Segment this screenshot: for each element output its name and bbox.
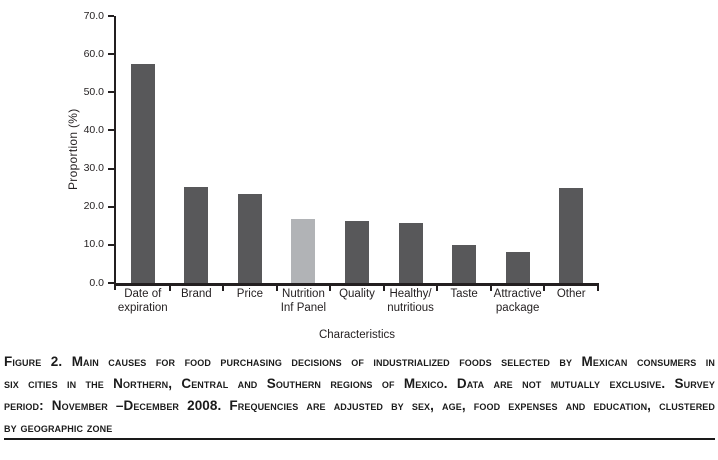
y-tick-label: 40.0 [83,123,104,136]
x-tick-mark [168,285,171,291]
x-tick-mark [597,285,599,291]
x-tick-mark [329,285,332,291]
y-tick-label: 30.0 [83,162,104,175]
y-tick-mark [107,243,114,246]
x-category-label: Price [236,288,263,300]
y-tick-mark [107,53,114,56]
caption-line-2: six cities in the Northern, Central and … [4,376,715,391]
x-tick-mark [543,285,546,291]
x-category-label: Healthy/ nutritious [387,288,434,314]
y-tick-label: 10.0 [83,238,104,251]
x-axis-line [113,283,599,286]
x-category-label: Date of expiration [117,288,168,314]
y-tick-mark [107,15,114,17]
bar-healthy-nutritious [398,222,423,283]
x-category-label: Quality [339,288,375,300]
bar-nutrition-inf-panel [291,218,316,283]
x-category-label: Taste [450,288,478,300]
x-tick-mark [222,285,225,291]
y-tick-label: 0.0 [89,276,104,289]
y-axis-line [113,16,116,290]
bar-quality [345,221,369,283]
y-tick-mark [107,205,114,208]
caption-line-1: Figure 2. Main causes for food purchasin… [4,354,715,369]
x-axis-title: Characteristics [318,329,396,341]
caption-line-4: by geographic zone [4,420,113,435]
bar-price [237,194,262,283]
bar-other [559,187,584,283]
x-tick-mark [275,285,278,291]
y-tick-mark [107,129,114,132]
x-tick-mark [382,285,385,291]
bar-date-of-expiration [130,63,155,283]
bar-brand [184,186,209,283]
x-category-label: Brand [180,288,212,300]
caption-line-3: period: November –December 2008. Frequen… [4,398,715,413]
bar-taste [452,244,477,283]
y-tick-label: 70.0 [83,9,104,22]
y-tick-label: 60.0 [83,47,104,60]
x-category-label: Attractive package [493,288,542,314]
bottom-divider-rule [4,438,715,440]
y-tick-label: 20.0 [83,200,104,213]
plot-area: 0.0 10.0 20.0 30.0 40.0 50.0 60.0 70.0 [84,10,599,291]
x-tick-mark [436,285,439,291]
y-tick-mark [107,282,114,284]
x-tick-mark [489,285,492,291]
x-category-labels: Date of expiration Brand Price Nutrition In… [116,288,598,316]
x-category-label: Nutrition Inf Panel [280,288,327,314]
y-tick-mark [107,167,114,170]
bar-attractive-package [505,251,530,283]
y-tick-mark [107,91,114,94]
figure-caption: Figure 2. Main causes for food purchasin… [4,351,715,439]
x-category-label: Other [556,288,586,300]
y-tick-label: 50.0 [83,85,104,98]
